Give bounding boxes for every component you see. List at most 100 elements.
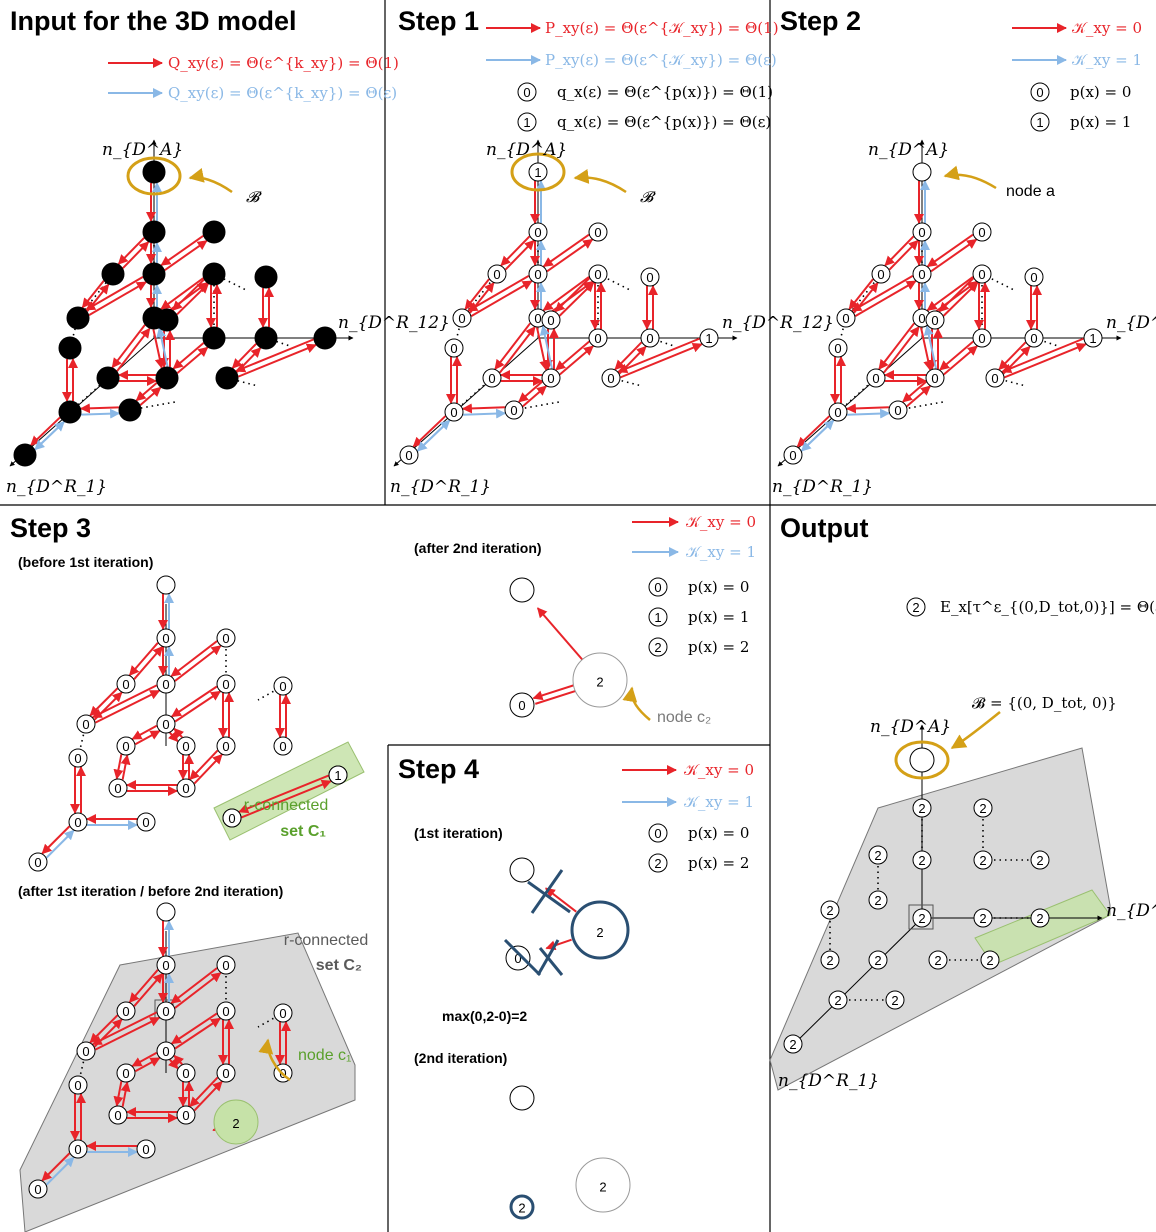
state-node-label: 0 <box>74 751 81 766</box>
state-node <box>156 714 176 734</box>
state-node-label: 0 <box>74 1142 81 1157</box>
node-c1 <box>213 1099 259 1145</box>
transition-arrow-red <box>500 235 531 267</box>
state-node-label: 0 <box>931 371 938 386</box>
step3-legend-red: 𝒦_xy = 0 <box>686 513 756 531</box>
state-node <box>156 1041 176 1061</box>
state-node-label: 0 <box>607 371 614 386</box>
state-node-label: 2 <box>826 903 833 918</box>
svg-text:0: 0 <box>1036 85 1043 100</box>
state-node <box>216 628 236 648</box>
state-node-label: 2 <box>934 953 941 968</box>
state-node-label: 0 <box>222 739 229 754</box>
state-node-label: 0 <box>450 405 457 420</box>
state-node-label: 0 <box>82 717 89 732</box>
transition-arrow-red <box>170 1012 218 1045</box>
transition-arrow-red <box>134 730 161 746</box>
state-node-label: 0 <box>122 677 129 692</box>
transition-arrow-red <box>170 685 218 718</box>
state-node <box>202 262 226 286</box>
axis-label-right: n_{D^R_12} <box>722 313 834 333</box>
ellipsis-dots <box>513 401 560 411</box>
axis-label-down: n_{D^R_1} <box>6 477 107 497</box>
state-node <box>504 400 524 420</box>
transition-arrow-red <box>160 235 204 267</box>
state-node <box>866 368 886 388</box>
transition-arrow-blue <box>34 421 65 451</box>
transition-arrow-blue <box>45 1156 75 1186</box>
node-c2-annotation: node c₂ <box>622 686 711 726</box>
state-node-label: 0 <box>646 331 653 346</box>
state-node <box>868 950 888 970</box>
step4-sub-first: (1st iteration) <box>414 825 503 841</box>
state-node <box>1030 908 1050 928</box>
state-node-label: 2 <box>918 801 925 816</box>
set-b-annotation: 𝓑 <box>126 156 262 206</box>
transition-arrow-red <box>555 340 590 371</box>
legend-node-2: 2 <box>906 597 926 617</box>
state-node-label: 0 <box>142 1142 149 1157</box>
state-node-label: 0 <box>834 405 841 420</box>
state-node <box>28 852 48 872</box>
state-node <box>509 692 535 718</box>
state-node-label: 0 <box>547 313 554 328</box>
state-node-label: 0 <box>877 267 884 282</box>
step4-legend-red: 𝒦_xy = 0 <box>684 761 754 779</box>
transition-arrow-blue <box>416 419 451 452</box>
state-node-label: 2 <box>979 853 986 868</box>
state-node <box>541 368 561 388</box>
input-legend-red: Q_xy(ε) = Θ(ε^{k_xy}) = Θ(1) <box>168 54 399 72</box>
svg-text:𝓑: 𝓑 <box>246 188 262 206</box>
state-node-label: 2 <box>874 953 881 968</box>
state-node <box>1024 328 1044 348</box>
transition-arrow-red <box>167 731 179 743</box>
panel-title-step3: Step 3 <box>10 513 91 543</box>
transition-arrow-red <box>152 329 165 369</box>
panel-title-step2: Step 2 <box>780 6 861 36</box>
output-set-b-annotation: 𝓑 = {(0, D_tot, 0)} <box>894 694 1117 780</box>
transition-arrow-red <box>942 281 979 317</box>
state-node <box>482 368 502 388</box>
state-node <box>570 900 630 960</box>
transition-arrow-red <box>120 1081 131 1107</box>
transition-arrow-red <box>94 689 161 724</box>
transition-arrow-red <box>237 343 317 378</box>
state-node-label: 0 <box>789 448 796 463</box>
state-node <box>588 222 608 242</box>
svg-text:𝓑: 𝓑 <box>640 188 656 206</box>
state-node-label: 0 <box>122 739 129 754</box>
state-node <box>216 1001 236 1021</box>
axis-down <box>789 917 923 1049</box>
blocked-cross <box>530 869 564 914</box>
state-node <box>216 1063 236 1083</box>
state-node <box>156 1001 176 1021</box>
state-node-label: 0 <box>534 311 541 326</box>
state-node <box>509 1194 535 1220</box>
state-node-label: 2 <box>874 848 881 863</box>
transition-arrow-red <box>545 938 572 951</box>
state-node-label: 0 <box>182 781 189 796</box>
transition-arrow-red <box>113 754 124 780</box>
state-node <box>1030 850 1050 870</box>
transition-arrow-red <box>926 233 974 268</box>
transition-arrow-red <box>176 283 209 316</box>
state-node <box>142 262 166 286</box>
axis-label-right: n_{D^R_12} <box>338 313 450 333</box>
state-node <box>912 908 932 928</box>
panel-title-step1: Step 1 <box>398 6 479 36</box>
state-node-label: 0 <box>918 267 925 282</box>
state-node <box>871 264 891 284</box>
state-node <box>973 850 993 870</box>
step3-sub-after1: (after 1st iteration / before 2nd iterat… <box>18 883 283 899</box>
set-c2-label: r-connected <box>284 932 369 949</box>
transition-arrow-red <box>494 322 531 370</box>
state-node <box>156 575 176 595</box>
state-node <box>116 1001 136 1021</box>
transition-arrow-blue <box>81 408 121 419</box>
step4-sub-second: (2nd iteration) <box>414 1050 507 1066</box>
state-node <box>973 908 993 928</box>
state-node <box>885 990 905 1010</box>
transition-arrow-red <box>139 386 162 406</box>
